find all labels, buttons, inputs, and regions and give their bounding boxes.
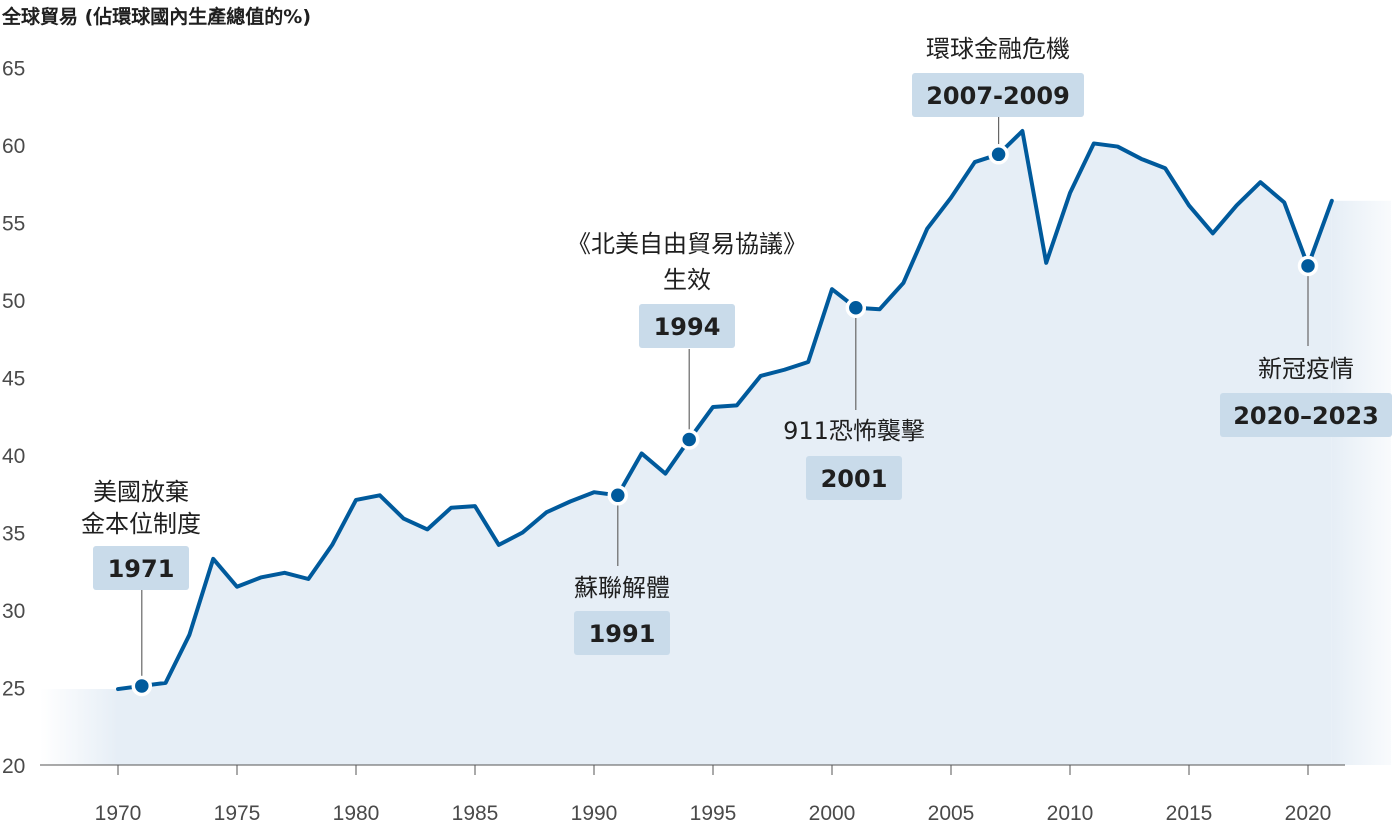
y-tick-label: 60 [2, 135, 25, 158]
year-label: 2001 [821, 465, 888, 493]
x-tick-label: 1990 [571, 802, 618, 824]
year-label-box [639, 304, 735, 348]
x-tick-label: 1980 [333, 802, 380, 824]
x-tick-label: 2000 [809, 802, 856, 824]
x-tick-label: 2005 [928, 802, 975, 824]
y-tick-label: 40 [2, 445, 25, 468]
year-label: 1991 [589, 620, 656, 648]
year-label: 2007-2009 [926, 82, 1070, 110]
y-tick-label: 65 [2, 58, 25, 81]
event-marker [607, 485, 629, 506]
x-tick-label: 1970 [95, 802, 142, 824]
event-marker [988, 144, 1009, 165]
y-tick-label: 20 [2, 755, 25, 778]
area-fill [118, 131, 1332, 766]
x-tick-label: 1975 [214, 802, 261, 824]
event-label: 金本位制度 [81, 510, 201, 538]
year-label-box [574, 611, 670, 655]
year-label-box [1220, 393, 1392, 437]
y-tick-label: 35 [2, 523, 25, 546]
event-marker [845, 297, 867, 318]
x-tick-label: 1995 [690, 802, 737, 824]
x-tick-label: 1985 [452, 802, 499, 824]
event-label: 《北美自由貿易協議》 [567, 230, 807, 258]
chart-title: 全球貿易 (佔環球國內生產總值的%) [2, 6, 312, 28]
year-label-box [93, 546, 189, 590]
year-label-box [912, 73, 1084, 117]
x-tick-label: 2010 [1047, 802, 1094, 824]
event-label: 環球金融危機 [926, 35, 1070, 63]
area-fill-right-extension [1331, 200, 1391, 766]
y-tick-label: 30 [2, 600, 25, 623]
y-tick-label: 55 [2, 213, 25, 236]
year-label: 1971 [108, 555, 175, 583]
series-line [116, 129, 1334, 692]
event-label: 新冠疫情 [1258, 355, 1354, 383]
event-label: 美國放棄 [93, 478, 189, 506]
area-fill-left-extension [40, 689, 118, 765]
event-label: 生效 [663, 266, 711, 294]
event-label: 蘇聯解體 [574, 574, 670, 602]
y-tick-label: 25 [2, 678, 25, 701]
event-marker [131, 675, 153, 697]
event-marker [678, 429, 700, 450]
y-tick-label: 50 [2, 290, 25, 313]
x-tick-label: 2015 [1166, 802, 1213, 824]
event-label: 911恐怖襲擊 [783, 417, 925, 445]
event-marker [1297, 255, 1319, 277]
year-label: 2020–2023 [1233, 402, 1379, 430]
y-tick-label: 45 [2, 368, 25, 391]
year-label: 1994 [654, 313, 721, 341]
year-label-box [806, 456, 902, 500]
x-tick-label: 2020 [1285, 802, 1332, 824]
